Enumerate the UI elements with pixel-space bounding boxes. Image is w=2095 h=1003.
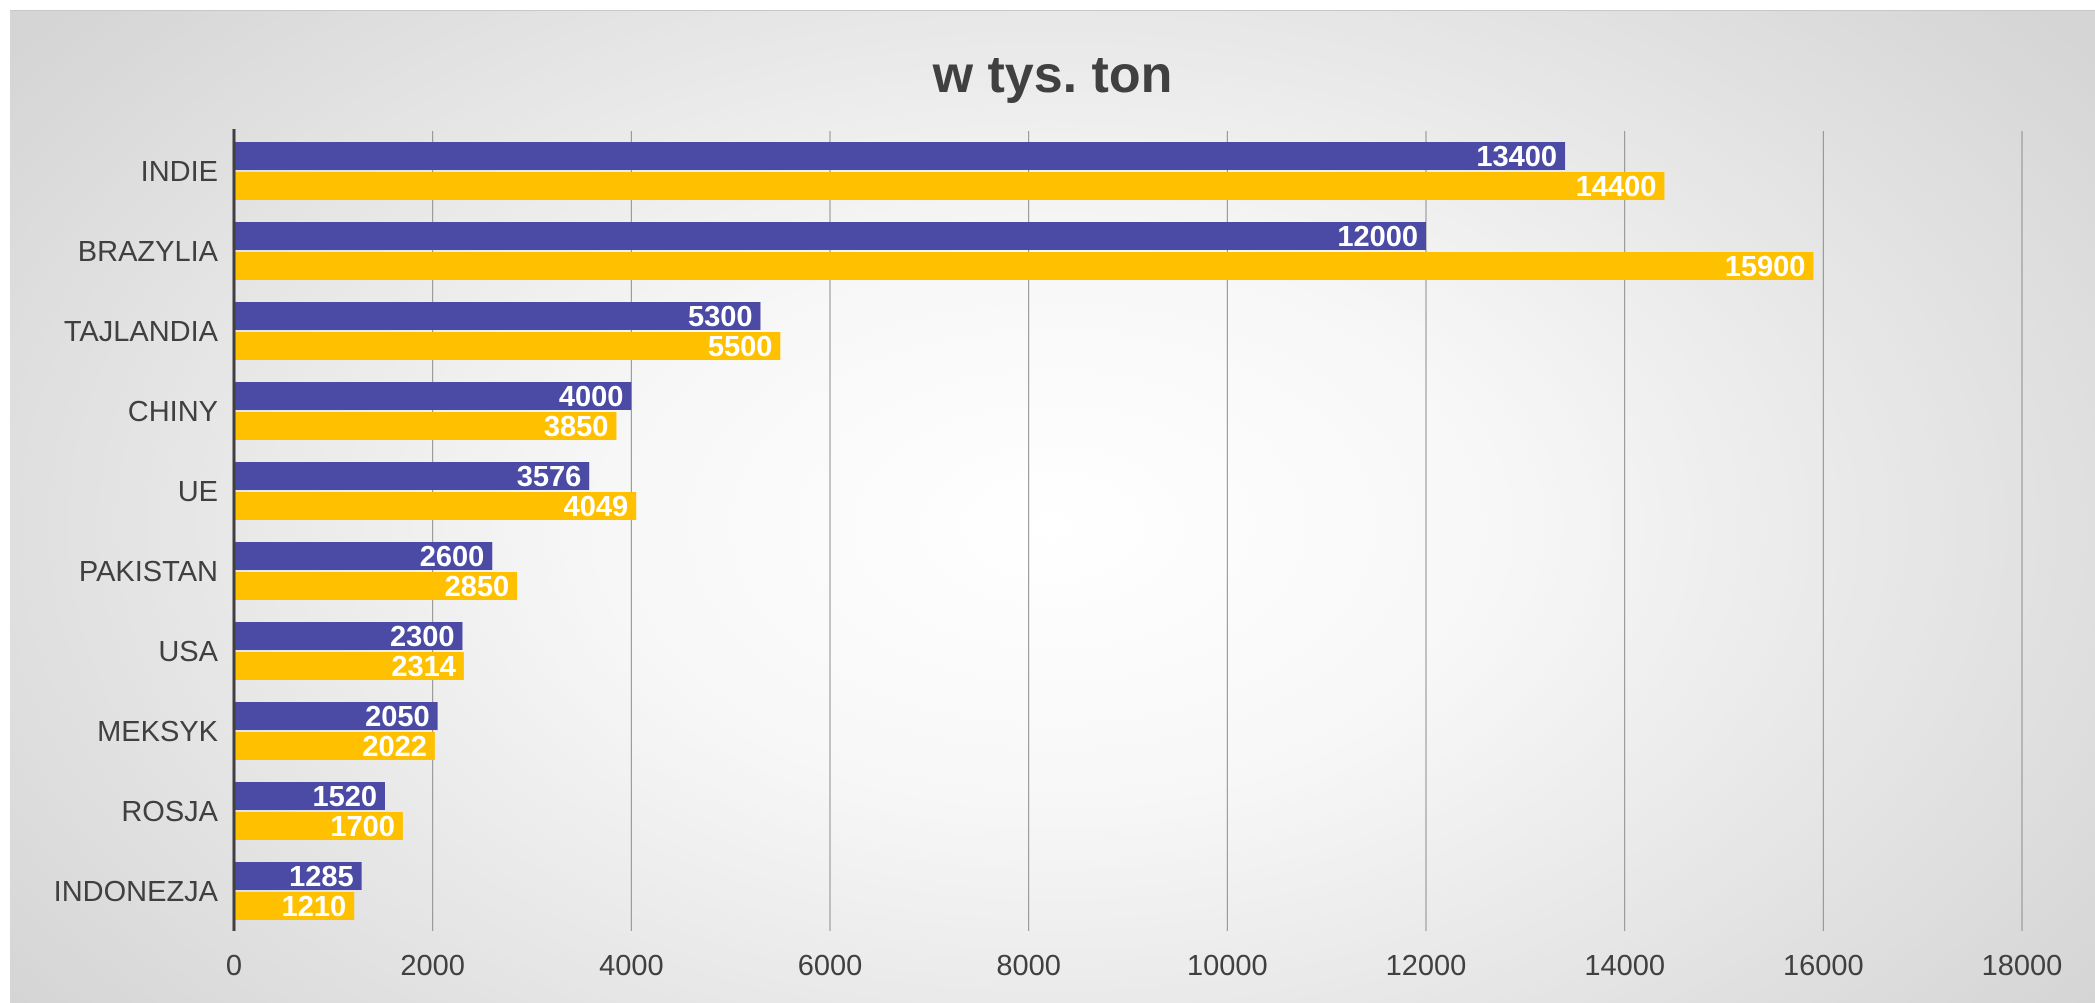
chart-title: w tys. ton bbox=[932, 46, 1173, 104]
bar-usa-series-1 bbox=[234, 622, 463, 650]
bar-chiny-series-1 bbox=[234, 382, 632, 410]
bar-indonezja-series-2 bbox=[234, 892, 355, 920]
data-label: 2022 bbox=[362, 731, 427, 763]
bar-ue-series-1 bbox=[234, 462, 590, 490]
bar-brazylia-series-2 bbox=[234, 252, 1814, 280]
data-label: 2600 bbox=[420, 541, 485, 573]
bar-brazylia-series-1 bbox=[234, 222, 1426, 250]
data-label: 2850 bbox=[445, 571, 510, 603]
bar-indie-series-2 bbox=[234, 172, 1665, 200]
data-label: 14400 bbox=[1576, 171, 1657, 203]
category-label-usa: USA bbox=[158, 636, 218, 668]
category-label-rosja: ROSJA bbox=[121, 796, 218, 828]
data-label: 2050 bbox=[365, 701, 430, 733]
bar-ue-series-2 bbox=[234, 492, 637, 520]
data-label: 15900 bbox=[1725, 251, 1806, 283]
x-tick-label: 0 bbox=[226, 950, 242, 982]
category-label-tajlandia: TAJLANDIA bbox=[64, 316, 219, 348]
bar-indie-series-1 bbox=[234, 142, 1566, 170]
bar-tajlandia-series-2 bbox=[234, 332, 781, 360]
data-label: 1285 bbox=[289, 861, 354, 893]
x-tick-label: 16000 bbox=[1783, 950, 1864, 982]
data-label: 12000 bbox=[1337, 221, 1418, 253]
bar-chart: 0 2000 4000 6000 8000 10000 12000 14000 16000 180… bbox=[54, 129, 2063, 982]
chart-panel: w tys. ton 0 2000 4000 6000 8000 10000 12000 14… bbox=[10, 10, 2095, 1003]
category-label-meksyk: MEKSYK bbox=[97, 716, 219, 748]
x-tick-label: 6000 bbox=[798, 950, 863, 982]
category-label-ue: UE bbox=[178, 476, 218, 508]
x-tick-label: 2000 bbox=[400, 950, 465, 982]
bar-meksyk-series-1 bbox=[234, 702, 438, 730]
category-label-chiny: CHINY bbox=[128, 396, 218, 428]
bar-tajlandia-series-1 bbox=[234, 302, 761, 330]
data-label: 13400 bbox=[1476, 141, 1557, 173]
bar-indonezja-series-1 bbox=[234, 862, 362, 890]
data-label: 4000 bbox=[559, 381, 624, 413]
bar-rosja-series-2 bbox=[234, 812, 403, 840]
x-tick-label: 18000 bbox=[1982, 950, 2063, 982]
bar-pakistan-series-2 bbox=[234, 572, 518, 600]
data-label: 4049 bbox=[564, 491, 629, 523]
bars bbox=[234, 142, 1814, 920]
data-label: 1700 bbox=[330, 811, 395, 843]
x-tick-label: 4000 bbox=[599, 950, 664, 982]
bar-chiny-series-2 bbox=[234, 412, 617, 440]
bar-meksyk-series-2 bbox=[234, 732, 435, 760]
x-tick-label: 12000 bbox=[1386, 950, 1467, 982]
x-tick-label: 14000 bbox=[1584, 950, 1665, 982]
data-label: 1520 bbox=[312, 781, 377, 813]
category-label-indie: INDIE bbox=[141, 156, 218, 188]
x-tick-label: 10000 bbox=[1187, 950, 1268, 982]
x-tick-label: 8000 bbox=[996, 950, 1061, 982]
data-label: 2314 bbox=[391, 651, 456, 683]
category-label-indonezja: INDONEZJA bbox=[54, 876, 219, 908]
bar-usa-series-2 bbox=[234, 652, 464, 680]
data-label: 3850 bbox=[544, 411, 609, 443]
bar-rosja-series-1 bbox=[234, 782, 385, 810]
labels: 0 2000 4000 6000 8000 10000 12000 14000 16000 180… bbox=[54, 141, 2063, 982]
data-label: 5500 bbox=[708, 331, 773, 363]
data-label: 3576 bbox=[517, 461, 582, 493]
bar-pakistan-series-1 bbox=[234, 542, 493, 570]
category-label-pakistan: PAKISTAN bbox=[79, 556, 218, 588]
data-label: 1210 bbox=[282, 891, 347, 923]
data-label: 5300 bbox=[688, 301, 753, 333]
category-label-brazylia: BRAZYLIA bbox=[78, 236, 219, 268]
data-label: 2300 bbox=[390, 621, 455, 653]
